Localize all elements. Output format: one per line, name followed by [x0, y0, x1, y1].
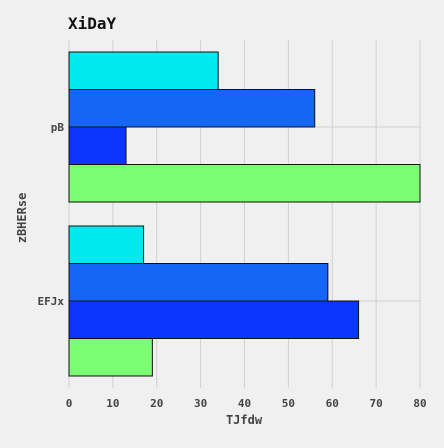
x-tick-label: 80	[413, 397, 426, 410]
bar	[68, 225, 145, 264]
bar	[68, 300, 360, 339]
bar	[68, 164, 421, 203]
bars	[68, 51, 421, 377]
y-axis-label: zBHERse	[15, 193, 29, 244]
y-tick-label: EFJx	[38, 295, 65, 308]
x-axis-label: TJfdw	[226, 413, 263, 427]
x-tick-label: 70	[370, 397, 383, 410]
bar	[68, 126, 127, 165]
x-tick-label: 40	[238, 397, 251, 410]
x-tick-label: 0	[66, 397, 73, 410]
bar	[68, 89, 316, 128]
x-tick-label: 10	[106, 397, 119, 410]
bar	[68, 51, 219, 90]
x-axis-ticks: 0 10 20 30 40 50 60 70 80	[66, 397, 427, 410]
y-tick-label: pB	[51, 121, 65, 134]
bar	[68, 338, 153, 377]
x-tick-label: 60	[326, 397, 339, 410]
chart-title: XiDaY	[68, 14, 117, 33]
x-tick-label: 50	[282, 397, 295, 410]
x-tick-label: 20	[150, 397, 163, 410]
x-tick-label: 30	[194, 397, 207, 410]
y-axis-ticks: pB EFJx	[38, 121, 65, 308]
bar	[68, 263, 329, 302]
